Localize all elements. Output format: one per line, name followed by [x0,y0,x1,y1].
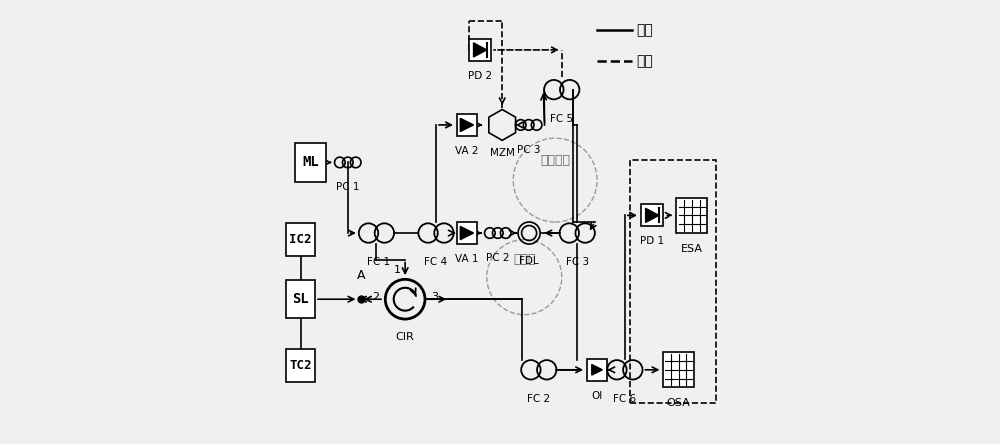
Polygon shape [592,365,602,375]
Text: TC2: TC2 [289,359,312,372]
Text: FC 3: FC 3 [566,257,589,267]
Text: CIR: CIR [396,332,415,342]
Text: FC 2: FC 2 [527,394,550,404]
FancyBboxPatch shape [587,359,607,381]
Polygon shape [646,208,659,222]
Text: SL: SL [292,292,309,306]
FancyBboxPatch shape [286,223,315,256]
Text: 电路: 电路 [637,54,654,68]
Text: FC 4: FC 4 [424,257,448,267]
Text: MZM: MZM [490,148,515,158]
Text: ESA: ESA [681,244,703,254]
Text: FC 1: FC 1 [367,257,390,267]
Text: A: A [357,269,365,281]
FancyBboxPatch shape [663,352,694,388]
Polygon shape [460,118,474,131]
Text: VA 2: VA 2 [455,146,479,156]
Text: FDL: FDL [519,256,539,266]
FancyBboxPatch shape [469,39,491,61]
Text: OI: OI [591,391,603,400]
Text: ML: ML [302,155,319,170]
Text: PC 3: PC 3 [517,145,540,155]
FancyBboxPatch shape [286,349,315,382]
Text: 3: 3 [431,292,438,302]
FancyBboxPatch shape [457,222,477,244]
Text: 1: 1 [394,265,401,275]
FancyBboxPatch shape [676,198,707,233]
FancyBboxPatch shape [295,143,326,182]
FancyBboxPatch shape [641,204,663,226]
Text: IC2: IC2 [289,233,312,246]
Text: 2: 2 [372,292,380,302]
Text: PC 1: PC 1 [336,182,360,192]
Text: FC 5: FC 5 [550,114,573,124]
Text: 光电环路: 光电环路 [540,154,570,167]
Polygon shape [474,43,487,57]
Text: PD 1: PD 1 [640,236,664,246]
Text: PD 2: PD 2 [468,71,492,81]
FancyBboxPatch shape [457,114,477,136]
Text: OSA: OSA [667,398,691,408]
Text: FC 6: FC 6 [613,394,636,404]
Text: PC 2: PC 2 [486,253,510,263]
Text: 光路: 光路 [637,23,654,37]
Text: VA 1: VA 1 [455,254,479,264]
Polygon shape [460,226,474,240]
Text: 光环路: 光环路 [513,253,536,266]
FancyBboxPatch shape [286,281,315,318]
